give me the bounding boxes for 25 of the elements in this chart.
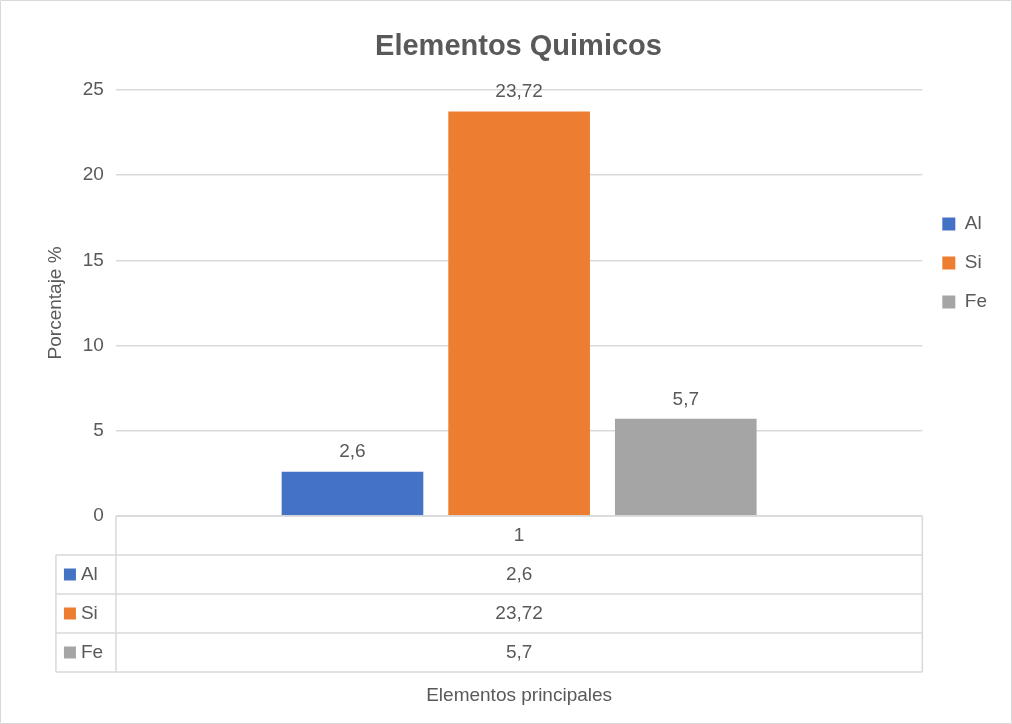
data-label: 23,72	[495, 80, 543, 102]
chart-title: Elementos Quimicos	[375, 29, 662, 62]
y-tick-label: 10	[82, 333, 104, 355]
text: Si	[964, 251, 982, 273]
y-tick-label: 5	[93, 418, 104, 440]
text: Elementos principales	[426, 684, 613, 706]
legend-label: Fe	[964, 290, 988, 312]
bar	[281, 471, 424, 516]
bar	[614, 418, 757, 516]
y-tick-label: 15	[82, 248, 104, 270]
bar	[448, 111, 590, 516]
text: Al	[964, 212, 982, 234]
text: Fe	[80, 640, 104, 662]
legend-label: Al	[80, 562, 98, 584]
text: 5,7	[505, 640, 533, 662]
y-tick-label: 20	[82, 163, 104, 185]
text: 2,6	[505, 562, 533, 584]
text: 23,72	[495, 601, 543, 623]
data-label: 2,6	[339, 440, 366, 462]
x-tick-label: 1	[513, 523, 525, 545]
y-tick-label: 0	[93, 504, 104, 526]
data-label: 5,7	[672, 387, 699, 409]
y-tick-label: 25	[82, 78, 104, 100]
legend-label: Si	[80, 601, 98, 623]
y-axis-title: Porcentaje %	[43, 246, 65, 360]
